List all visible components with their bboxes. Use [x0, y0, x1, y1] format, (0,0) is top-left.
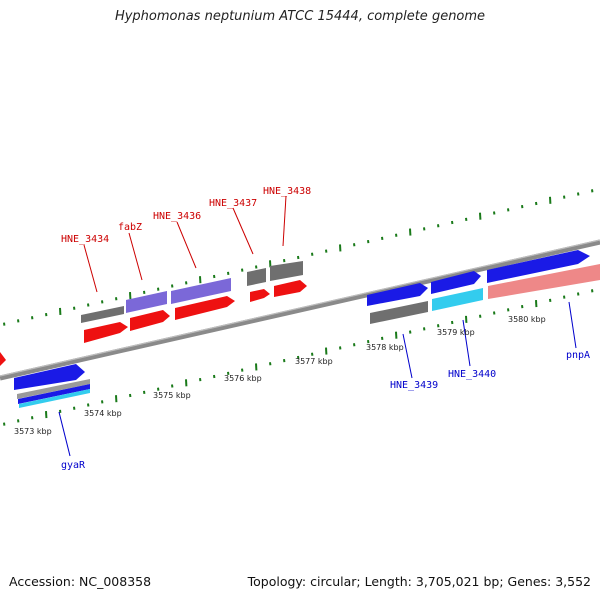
gene-hne3439-gray — [370, 301, 428, 324]
tick-label-3579: 3579 kbp — [437, 328, 475, 337]
tick-label-3574: 3574 kbp — [84, 409, 122, 418]
gene-gyar-blue — [14, 364, 85, 390]
tick-label-3578: 3578 kbp — [366, 343, 404, 352]
gene-hne3434-red — [84, 322, 128, 343]
gene-label-hne3439: HNE_3439 — [390, 380, 438, 391]
tick-row-bottom — [3, 289, 594, 426]
leader-hne3436 — [176, 221, 197, 269]
gene-left-red-stub — [0, 352, 6, 366]
gene-label-pnpa: pnpA — [566, 350, 590, 361]
gene-gyar-gray-strip — [17, 379, 90, 399]
leader-hne3439 — [402, 333, 413, 379]
genome-backbone-highlight — [0, 239, 600, 377]
gene-hne3440-blue — [431, 271, 481, 294]
gene-hne3440-cyan — [432, 288, 483, 311]
gene-hne3437-red — [250, 289, 270, 302]
tick-row-top — [3, 189, 594, 326]
gene-hne3436-red — [175, 296, 235, 320]
leader-hne3434 — [83, 244, 98, 293]
gene-pnpa-blue — [487, 250, 590, 283]
gene-gyar-cyan-strip — [19, 389, 90, 408]
tick-label-3580: 3580 kbp — [508, 315, 546, 324]
leader-gyar — [58, 411, 71, 457]
gene-label-fabz: fabZ — [118, 222, 142, 233]
gene-label-hne3440: HNE_3440 — [448, 369, 496, 380]
accession-text: Accession: NC_008358 — [9, 574, 152, 589]
leader-pnpa — [568, 301, 577, 349]
tick-label-3576: 3576 kbp — [224, 374, 262, 383]
diagram-title: Hyphomonas neptunium ATCC 15444, complet… — [114, 9, 486, 24]
gene-pnpa-salmon — [488, 264, 600, 299]
tick-label-3573: 3573 kbp — [14, 427, 52, 436]
leader-hne3438 — [282, 195, 287, 247]
gene-label-hne3434: HNE_3434 — [61, 234, 109, 245]
genome-summary-text: Topology: circular; Length: 3,705,021 bp… — [247, 574, 591, 589]
gene-labels: HNE_3434 fabZ HNE_3436 HNE_3437 HNE_3438… — [61, 186, 590, 471]
gene-hne3434-gray — [81, 306, 124, 323]
gene-track-upper — [0, 250, 590, 390]
leader-fabz — [128, 232, 143, 281]
gene-fabz-purple — [126, 291, 167, 313]
gene-hne3439-blue — [367, 283, 428, 306]
gene-gyar-blue-strip — [18, 384, 90, 404]
gene-hne3438-red — [274, 280, 307, 297]
gene-label-gyar: gyaR — [61, 460, 86, 471]
gene-track-lower — [17, 264, 600, 408]
leader-hne3440 — [462, 319, 471, 367]
leader-hne3437 — [232, 207, 254, 255]
gene-label-hne3437: HNE_3437 — [209, 198, 257, 209]
gene-label-hne3436: HNE_3436 — [153, 211, 201, 222]
gene-hne3438-gray — [270, 261, 303, 281]
tick-labels: 3573 kbp 3574 kbp 3575 kbp 3576 kbp 3577… — [14, 315, 546, 436]
tick-label-3577: 3577 kbp — [295, 357, 333, 366]
gene-label-hne3438: HNE_3438 — [263, 186, 311, 197]
bottom-leader-lines — [58, 301, 577, 457]
genome-backbone — [0, 239, 600, 381]
gene-hne3436-purple — [171, 278, 231, 304]
top-leader-lines — [83, 195, 287, 293]
tick-label-3575: 3575 kbp — [153, 391, 191, 400]
gene-fabz-red — [130, 310, 170, 331]
gene-hne3437-gray — [247, 268, 266, 286]
